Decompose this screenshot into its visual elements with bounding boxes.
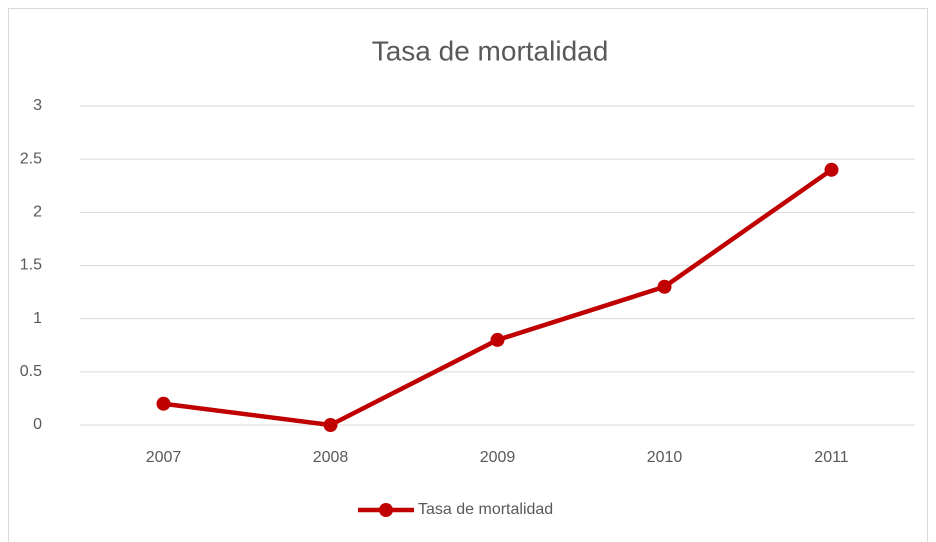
point (323, 418, 338, 432)
point (657, 279, 672, 294)
point (824, 162, 839, 177)
x-tick-label: 2010 (647, 449, 683, 466)
x-tick-label: 2009 (480, 449, 516, 466)
x-tick-label: 2008 (313, 449, 349, 466)
point (490, 332, 505, 347)
y-tick-label: 1 (33, 310, 42, 327)
y-tick-label: 0 (33, 416, 42, 433)
legend-marker (379, 503, 393, 517)
y-tick-label: 1.5 (20, 257, 42, 274)
y-tick-label: 3 (33, 97, 42, 114)
y-tick-label: 0.5 (20, 363, 42, 380)
x-tick-label: 2007 (146, 449, 182, 466)
point (156, 396, 171, 411)
y-tick-label: 2.5 (20, 150, 42, 167)
chart-title: Tasa de mortalidad (372, 35, 609, 66)
y-tick-label: 2 (33, 204, 42, 221)
chart-border (8, 8, 928, 542)
x-tick-label: 2011 (814, 449, 849, 466)
legend-label: Tasa de mortalidad (418, 501, 553, 518)
